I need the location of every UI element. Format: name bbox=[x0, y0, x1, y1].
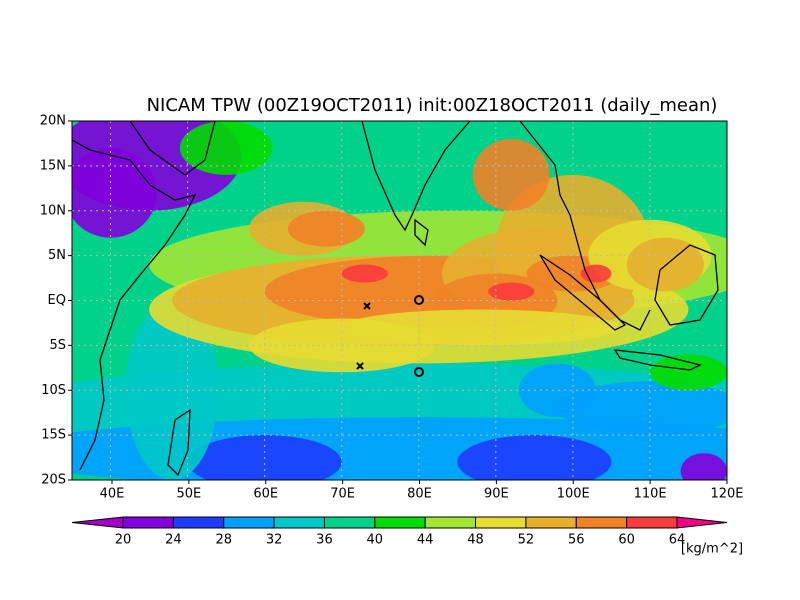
lat-label: 20N bbox=[40, 114, 66, 129]
africa-coast bbox=[72, 139, 197, 471]
colorbar-label: 20 bbox=[115, 533, 132, 548]
lon-label: 40E bbox=[100, 487, 125, 502]
lon-label: 70E bbox=[330, 487, 355, 502]
field-blob bbox=[179, 121, 273, 175]
colorbar: 20 24 28 32 36 40 44 48 52 56 60 64 bbox=[71, 516, 728, 548]
lon-label: 60E bbox=[253, 487, 278, 502]
field-blob bbox=[287, 210, 365, 247]
field-blob bbox=[341, 264, 388, 283]
colorbar-label: 28 bbox=[215, 533, 232, 548]
lon-label: 90E bbox=[484, 487, 509, 502]
lat-label: EQ bbox=[48, 293, 66, 308]
colorbar-label: 64 bbox=[669, 533, 686, 548]
lat-label: 10N bbox=[40, 203, 66, 218]
colorbar-end bbox=[676, 516, 728, 529]
colorbar-label: 32 bbox=[266, 533, 283, 548]
colorbar-segment bbox=[424, 516, 477, 529]
colorbar-end bbox=[71, 516, 124, 529]
colorbar-segment bbox=[273, 516, 325, 529]
field-blob bbox=[72, 147, 157, 238]
colorbar-label: 40 bbox=[367, 533, 384, 548]
field-blob bbox=[680, 453, 727, 480]
lat-label: 5N bbox=[48, 248, 66, 263]
field-blob bbox=[249, 318, 435, 373]
o-marker bbox=[414, 295, 424, 305]
lon-label: 100E bbox=[557, 487, 590, 502]
colorbar-label: 36 bbox=[316, 533, 333, 548]
lon-label: 110E bbox=[634, 487, 667, 502]
colorbar-segment bbox=[172, 516, 225, 529]
colorbar-segment bbox=[475, 516, 527, 529]
x-marker bbox=[356, 362, 364, 370]
sumatra bbox=[539, 254, 627, 331]
lat-label: 10S bbox=[41, 383, 66, 398]
arabia-coast bbox=[129, 121, 216, 176]
field-blob bbox=[125, 300, 219, 480]
colorbar-label: 24 bbox=[165, 533, 182, 548]
map-title: NICAM TPW (00Z19OCT2011) init:00Z18OCT20… bbox=[147, 95, 718, 116]
colorbar-label: 56 bbox=[568, 533, 585, 548]
borneo bbox=[654, 244, 719, 326]
x-marker bbox=[363, 302, 371, 310]
colorbar-segment bbox=[525, 516, 577, 529]
lon-label: 80E bbox=[407, 487, 432, 502]
colorbar-label: 44 bbox=[417, 533, 434, 548]
india-coast bbox=[361, 121, 471, 232]
colorbar-segment bbox=[626, 516, 678, 529]
sri-lanka bbox=[414, 218, 429, 247]
field-blob bbox=[649, 354, 727, 391]
field-blob bbox=[557, 381, 727, 436]
axis-labels: 20N 15N 10N 5N EQ 5S 10S 15S 20S 40E 50E 60E 70E 80E 9… bbox=[40, 114, 744, 502]
madagascar bbox=[167, 408, 191, 477]
markers bbox=[356, 295, 424, 377]
colorbar-label: 60 bbox=[618, 533, 635, 548]
field-blob bbox=[187, 435, 342, 480]
field-blob bbox=[488, 282, 535, 301]
o-marker bbox=[414, 367, 424, 377]
indochina-coast bbox=[519, 121, 651, 331]
colorbar-segment bbox=[122, 516, 174, 529]
colorbar-label: 52 bbox=[518, 533, 535, 548]
lat-label: 15N bbox=[40, 158, 66, 173]
lon-label: 120E bbox=[710, 487, 743, 502]
lat-label: 20S bbox=[41, 473, 66, 488]
lon-label: 50E bbox=[176, 487, 201, 502]
field-blob bbox=[580, 264, 612, 283]
colorbar-segment bbox=[575, 516, 628, 529]
coastlines bbox=[72, 121, 719, 477]
colorbar-unit: [kg/m^2] bbox=[681, 542, 743, 557]
colorbar-segment bbox=[323, 516, 376, 529]
field-blob bbox=[472, 138, 550, 211]
colorbar-label: 48 bbox=[467, 533, 484, 548]
field-blob bbox=[626, 237, 704, 292]
lat-label: 5S bbox=[49, 338, 66, 353]
colorbar-segment bbox=[374, 516, 426, 529]
lat-label: 15S bbox=[41, 428, 66, 443]
field-blob bbox=[457, 435, 612, 480]
colorbar-segment bbox=[223, 516, 275, 529]
java bbox=[613, 349, 702, 371]
field bbox=[72, 121, 727, 480]
